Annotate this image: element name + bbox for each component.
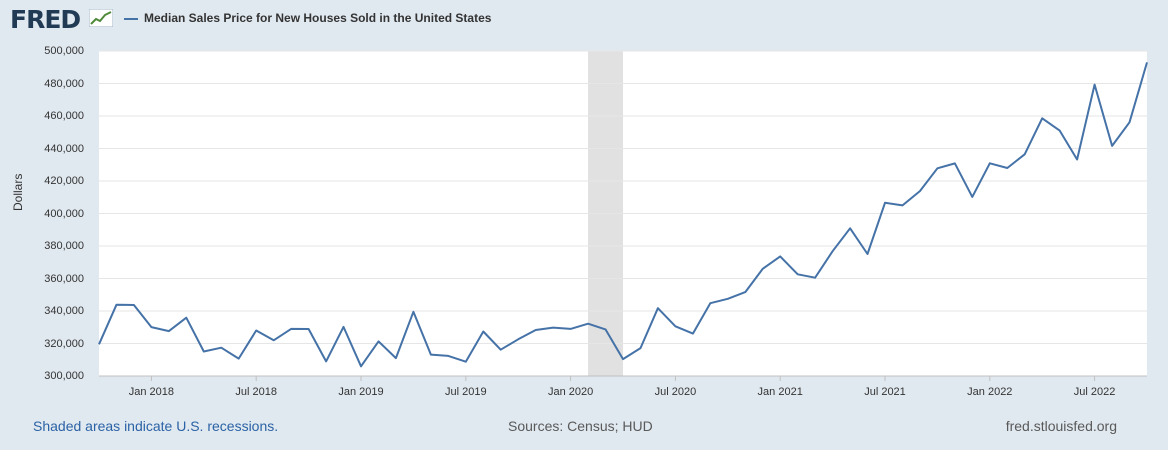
data-point[interactable] (795, 271, 801, 277)
y-tick-label: 320,000 (44, 337, 84, 350)
line-chart (96, 50, 1150, 381)
data-point[interactable] (707, 300, 713, 306)
data-point[interactable] (201, 348, 207, 354)
data-point[interactable] (1074, 157, 1080, 163)
data-point[interactable] (96, 341, 102, 347)
y-tick-label: 360,000 (44, 272, 84, 285)
data-point[interactable] (620, 356, 626, 362)
data-point[interactable] (1127, 119, 1133, 125)
data-point[interactable] (917, 188, 923, 194)
data-point[interactable] (865, 251, 871, 257)
data-point[interactable] (410, 309, 416, 315)
data-point[interactable] (358, 363, 364, 369)
y-tick-label: 500,000 (44, 45, 84, 57)
y-tick-label: 440,000 (44, 142, 84, 155)
data-point[interactable] (568, 326, 574, 332)
data-point[interactable] (690, 331, 696, 337)
data-point[interactable] (952, 160, 958, 166)
data-point[interactable] (969, 194, 975, 200)
data-point[interactable] (655, 305, 661, 311)
data-point[interactable] (236, 356, 242, 362)
x-tick-label: Jul 2021 (864, 386, 906, 398)
chart-trend-icon (89, 9, 113, 27)
data-point[interactable] (480, 328, 486, 334)
x-tick-label: Jul 2020 (654, 386, 697, 398)
data-point[interactable] (934, 165, 940, 171)
data-point[interactable] (183, 315, 189, 321)
x-tick-label: Jan 2019 (338, 386, 384, 398)
data-point[interactable] (515, 336, 521, 342)
y-tick-label: 480,000 (44, 77, 84, 90)
x-tick-label: Jan 2018 (128, 386, 175, 398)
y-tick-label: 420,000 (44, 175, 84, 187)
data-point[interactable] (148, 324, 154, 330)
x-tick-label: Jan 2020 (547, 386, 594, 398)
y-tick-label: 460,000 (44, 110, 84, 122)
data-point[interactable] (218, 345, 224, 351)
data-point[interactable] (445, 353, 451, 359)
data-point[interactable] (498, 347, 504, 353)
data-point[interactable] (131, 302, 137, 308)
data-point[interactable] (830, 248, 836, 254)
data-point[interactable] (987, 160, 993, 166)
x-tick-label: Jan 2022 (967, 386, 1013, 398)
data-point[interactable] (463, 359, 469, 365)
x-tick-label: Jul 2022 (1073, 386, 1116, 398)
y-tick-label: 400,000 (44, 207, 84, 220)
data-point[interactable] (760, 266, 766, 272)
x-tick-label: Jul 2018 (235, 386, 277, 398)
data-point[interactable] (253, 328, 259, 334)
x-tick-label: Jan 2021 (757, 386, 803, 398)
data-point[interactable] (882, 200, 888, 206)
data-point[interactable] (166, 328, 172, 334)
data-point[interactable] (323, 358, 329, 364)
legend-swatch (124, 18, 138, 20)
data-point[interactable] (777, 253, 783, 259)
y-tick-label: 300,000 (44, 370, 84, 382)
data-point[interactable] (1092, 82, 1098, 88)
legend-series-title: Median Sales Price for New Houses Sold i… (144, 11, 492, 25)
data-point[interactable] (672, 323, 678, 329)
data-point[interactable] (550, 325, 556, 331)
sources-text: Sources: Census; HUD (508, 418, 653, 434)
data-point[interactable] (812, 275, 818, 281)
data-point[interactable] (341, 324, 347, 330)
x-tick-label: Jul 2019 (445, 386, 487, 398)
data-point[interactable] (1144, 59, 1150, 65)
data-point[interactable] (393, 355, 399, 361)
data-point[interactable] (1109, 143, 1115, 149)
data-point[interactable] (375, 338, 381, 344)
series-line[interactable] (98, 62, 1148, 368)
data-point[interactable] (1057, 128, 1063, 134)
data-point[interactable] (533, 327, 539, 333)
y-tick-label: 340,000 (44, 305, 84, 317)
data-point[interactable] (1004, 165, 1010, 171)
data-point[interactable] (847, 225, 853, 231)
recession-note[interactable]: Shaded areas indicate U.S. recessions. (33, 418, 279, 434)
data-point[interactable] (428, 352, 434, 358)
data-point[interactable] (113, 302, 119, 308)
data-point[interactable] (271, 337, 277, 343)
fred-logo[interactable]: FRED (10, 5, 81, 34)
data-point[interactable] (725, 296, 731, 302)
y-tick-label: 380,000 (44, 240, 84, 252)
data-point[interactable] (585, 321, 591, 327)
data-point[interactable] (1039, 115, 1045, 121)
site-link[interactable]: fred.stlouisfed.org (1005, 418, 1117, 434)
data-point[interactable] (899, 202, 905, 208)
data-point[interactable] (603, 326, 609, 332)
data-point[interactable] (288, 326, 294, 332)
data-point[interactable] (637, 345, 643, 351)
data-point[interactable] (742, 289, 748, 295)
data-point[interactable] (1022, 151, 1028, 157)
data-point[interactable] (306, 326, 312, 332)
